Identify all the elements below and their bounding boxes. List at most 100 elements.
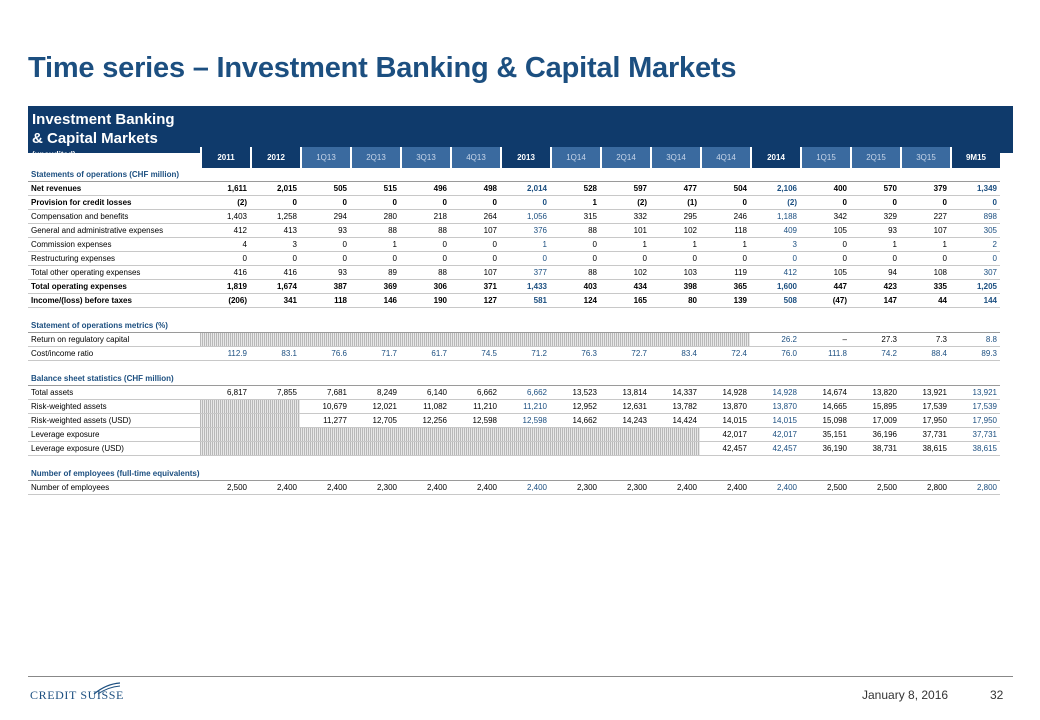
table-cell: 127: [450, 293, 500, 308]
table-cell: [200, 427, 250, 442]
table-cell: 13,870: [700, 399, 750, 414]
table-cell: 14,674: [800, 385, 850, 400]
table-cell: 76.3: [550, 346, 600, 361]
spacer-row: [28, 456, 1000, 468]
table-cell: 2,400: [250, 480, 300, 495]
table-cell: 505: [300, 181, 350, 196]
table-row: Restructuring expenses 0 0 0 0 0 0 0 0 0 0 0 0 0 0 0 0: [28, 251, 1000, 266]
table-cell: [500, 332, 550, 347]
table-cell: [450, 441, 500, 456]
table-cell: 7,855: [250, 385, 300, 400]
table-cell: 280: [350, 209, 400, 224]
table-cell: 36,196: [850, 427, 900, 442]
table-cell: 2,800: [950, 480, 1000, 495]
row-label: Provision for credit losses: [28, 195, 200, 210]
table-cell: 13,820: [850, 385, 900, 400]
table-cell: [600, 332, 650, 347]
table-cell: 227: [900, 209, 950, 224]
row-label: Risk-weighted assets: [28, 399, 200, 414]
table-cell: 6,662: [450, 385, 500, 400]
table-cell: 27.3: [850, 332, 900, 347]
table-cell: 17,950: [950, 413, 1000, 428]
table-cell: 14,928: [750, 385, 800, 400]
row-label: Compensation and benefits: [28, 209, 200, 224]
table-cell: [650, 427, 700, 442]
table-cell: 1,403: [200, 209, 250, 224]
table-cell: 403: [550, 279, 600, 294]
table-cell: [650, 441, 700, 456]
table-cell: 88: [350, 223, 400, 238]
table-cell: 295: [650, 209, 700, 224]
table-cell: 37,731: [950, 427, 1000, 442]
table-cell: 2,500: [800, 480, 850, 495]
table-cell: [400, 332, 450, 347]
table-header: Investment Banking & Capital Markets (un…: [28, 106, 1013, 168]
table-cell: 0: [300, 195, 350, 210]
table-row: Net revenues 1,611 2,015 505 515 496 498 2,014 5…: [28, 181, 1000, 196]
table-cell: 26.2: [750, 332, 800, 347]
table-cell: [250, 413, 300, 428]
table-cell: 307: [950, 265, 1000, 280]
table-cell: 570: [850, 181, 900, 196]
table-cell: 7,681: [300, 385, 350, 400]
table-cell: 88: [550, 223, 600, 238]
table-cell: 118: [700, 223, 750, 238]
column-header-2014: 2014: [750, 147, 800, 168]
column-header-3q13: 3Q13: [400, 147, 450, 168]
spacer-cell: [28, 361, 1000, 373]
table-cell: 2,014: [500, 181, 550, 196]
table-cell: 246: [700, 209, 750, 224]
table-cell: 0: [350, 195, 400, 210]
table-cell: 0: [950, 251, 1000, 266]
table-cell: 14,665: [800, 399, 850, 414]
table-cell: 93: [300, 223, 350, 238]
table-cell: 74.5: [450, 346, 500, 361]
table-row: Total assets 6,817 7,855 7,681 8,249 6,140 6,6…: [28, 385, 1000, 400]
table-cell: 101: [600, 223, 650, 238]
table-cell: 0: [700, 251, 750, 266]
table-cell: 0: [900, 251, 950, 266]
table-cell: [400, 427, 450, 442]
table-cell: 147: [850, 293, 900, 308]
spacer-row: [28, 308, 1000, 320]
table-cell: 37,731: [900, 427, 950, 442]
table-cell: 118: [300, 293, 350, 308]
table-cell: [300, 427, 350, 442]
table-cell: 1,349: [950, 181, 1000, 196]
header-title-line1: Investment Banking: [32, 111, 175, 128]
table-cell: (2): [200, 195, 250, 210]
table-cell: 13,921: [900, 385, 950, 400]
table-cell: 2,400: [500, 480, 550, 495]
table-cell: 107: [450, 265, 500, 280]
table-cell: 76.0: [750, 346, 800, 361]
table-cell: 2,106: [750, 181, 800, 196]
column-header-3q15: 3Q15: [900, 147, 950, 168]
table-cell: (2): [600, 195, 650, 210]
table-cell: 11,210: [450, 399, 500, 414]
table-cell: 103: [650, 265, 700, 280]
table-cell: 2,500: [850, 480, 900, 495]
table-cell: 423: [850, 279, 900, 294]
header-subtitle: (unaudited): [32, 150, 76, 159]
table-cell: 8.8: [950, 332, 1000, 347]
table-cell: 0: [500, 195, 550, 210]
table-cell: 38,731: [850, 441, 900, 456]
table-cell: 508: [750, 293, 800, 308]
table-cell: [600, 427, 650, 442]
column-header-2q13: 2Q13: [350, 147, 400, 168]
table-cell: 1: [600, 237, 650, 252]
table-cell: 342: [800, 209, 850, 224]
table-cell: 1: [500, 237, 550, 252]
table-cell: 1,819: [200, 279, 250, 294]
table-row: Provision for credit losses (2) 0 0 0 0 0 0 1 (2)…: [28, 195, 1000, 210]
table-row: Return on regulatory capital 26.2–27.3 7.3…: [28, 332, 1000, 347]
table-cell: 0: [600, 251, 650, 266]
table-cell: 0: [450, 237, 500, 252]
table-cell: 1,258: [250, 209, 300, 224]
table-cell: 15,895: [850, 399, 900, 414]
header-background: [28, 106, 1013, 153]
column-header-1q13: 1Q13: [300, 147, 350, 168]
column-header-2013: 2013: [500, 147, 550, 168]
table-cell: 2,300: [350, 480, 400, 495]
table-cell: 0: [800, 251, 850, 266]
